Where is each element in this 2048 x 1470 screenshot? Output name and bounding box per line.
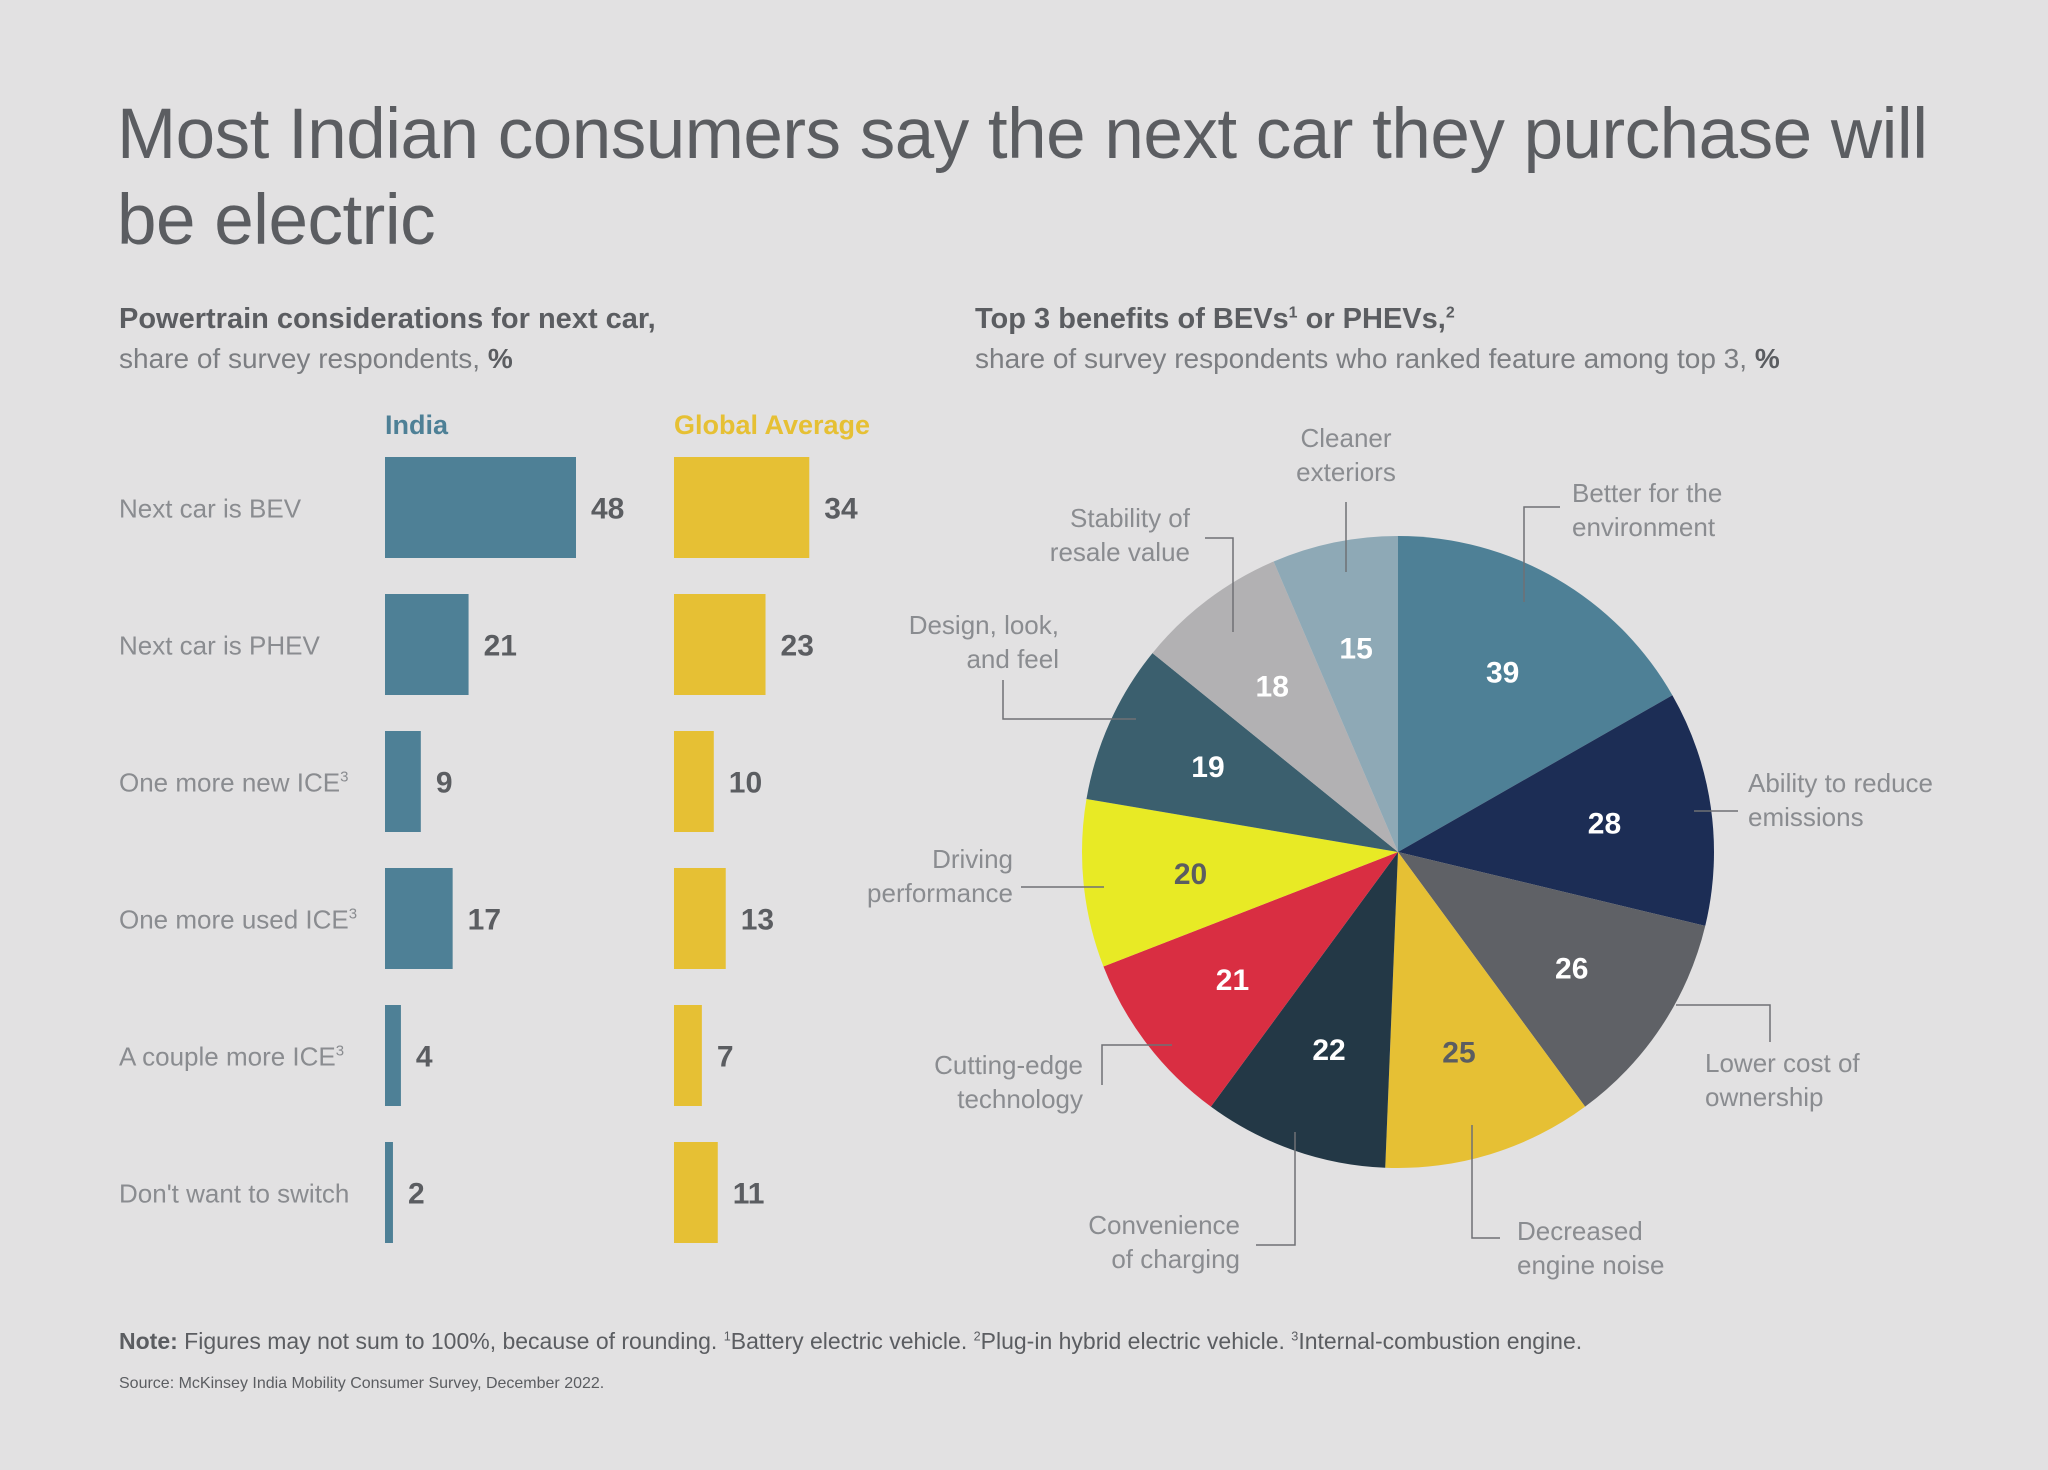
pie-chart-unit: % [1754,343,1780,374]
category-label: Next car is BEV [119,494,302,524]
bar-india [385,1005,401,1106]
bar-india [385,731,421,832]
note-fn3: 3 [1291,1329,1299,1344]
category-label: One more used ICE3 [119,905,357,935]
pie-chart-title: Top 3 benefits of BEVs1 or PHEVs,2 [975,299,1780,339]
pie-title-part-a: Top 3 benefits of BEVs [975,303,1289,335]
footnote: Note: Figures may not sum to 100%, becau… [119,1328,1582,1355]
pie-category-label: Decreased engine noise [1517,1216,1664,1280]
bar-value-label: 2 [408,1178,425,1211]
bar-chart-unit: % [487,343,513,374]
bar-india [385,594,469,695]
pie-chart-subtitle: share of survey respondents who ranked f… [975,339,1780,379]
pie-category-label: Cleaner exteriors [1296,423,1396,487]
pie-category-label: Ability to reduce emissions [1748,768,1933,832]
pie-category-label: Design, look, and feel [909,610,1059,674]
bar-global-average [674,868,726,969]
pie-slice [1398,852,1706,1107]
bar-chart-subtitle: share of survey respondents, % [119,339,656,379]
note-fn3-text: Internal-combustion engine. [1298,1328,1583,1354]
note-text: Figures may not sum to 100%, because of … [177,1328,724,1354]
leader-line [1256,1132,1296,1246]
pie-chart-heading: Top 3 benefits of BEVs1 or PHEVs,2 share… [975,299,1780,379]
pie-title-footnote-1: 1 [1288,304,1298,322]
pie-value-label: 18 [1256,671,1289,704]
pie-slice [1398,695,1714,926]
pie-slice [1152,561,1398,852]
bar-global-average [674,457,810,558]
category-label: Don't want to switch [119,1179,349,1209]
note-fn2-text: Plug-in hybrid electric vehicle. [980,1328,1292,1354]
pie-title-part-b: or PHEVs, [1297,303,1446,335]
bar-value-label: 17 [468,904,501,937]
bar-value-label: 48 [591,493,624,526]
note-fn1: 1 [723,1329,731,1344]
pie-value-label: 15 [1339,633,1372,666]
pie-value-label: 26 [1555,952,1588,985]
legend-india: India [385,410,449,440]
pie-slice [1082,798,1398,967]
pie-slice [1103,852,1398,1107]
chart-title: Most Indian consumers say the next car t… [117,95,1928,260]
bar-global-average [674,1005,702,1106]
pie-title-footnote-2: 2 [1445,304,1455,322]
bar-value-label: 9 [436,767,453,800]
bar-value-label: 21 [484,630,517,663]
leader-line [1471,1125,1500,1239]
bar-global-average [674,731,714,832]
bar-chart-title: Powertrain considerations for next car, [119,303,656,335]
bar-global-average [674,1142,718,1243]
leader-line [1002,680,1136,720]
pie-slice [1086,653,1398,852]
note-fn1-text: Battery electric vehicle. [730,1328,974,1354]
pie-value-label: 22 [1312,1034,1345,1067]
pie-value-label: 28 [1588,808,1621,841]
bar-value-label: 23 [781,630,814,663]
note-fn2: 2 [973,1329,981,1344]
pie-category-label: Stability of resale value [1050,503,1191,567]
pie-category-label: Driving performance [867,844,1013,908]
legend-global-average: Global Average [674,410,871,440]
bar-chart-subtitle-text: share of survey respondents, [119,343,481,374]
pie-value-label: 39 [1486,657,1519,690]
pie-category-label: Convenience of charging [1088,1210,1240,1274]
pie-chart-subtitle-text: share of survey respondents who ranked f… [975,343,1748,374]
pie-value-label: 19 [1191,751,1224,784]
bar-india [385,868,453,969]
bar-value-label: 7 [717,1041,734,1074]
category-label: A couple more ICE3 [119,1042,344,1072]
bar-india [385,1142,393,1243]
pie-slice [1385,852,1586,1168]
leader-line [1523,506,1560,602]
leader-line [1101,1044,1172,1085]
pie-category-label: Better for the environment [1572,478,1722,542]
category-label: Next car is PHEV [119,631,320,661]
category-label: One more new ICE3 [119,768,348,798]
bar-chart-heading: Powertrain considerations for next car, … [119,299,656,379]
pie-slice [1210,852,1398,1168]
bar-value-label: 10 [729,767,762,800]
pie-slice [1273,536,1398,852]
note-label: Note: [119,1328,178,1354]
pie-value-label: 21 [1216,964,1249,997]
bar-value-label: 4 [416,1041,433,1074]
source-note: Source: McKinsey India Mobility Consumer… [119,1375,605,1392]
bar-global-average [674,594,766,695]
pie-value-label: 20 [1174,858,1207,891]
leader-line [1205,537,1234,632]
pie-category-label: Lower cost of ownership [1705,1048,1860,1112]
bar-value-label: 11 [733,1178,765,1211]
leader-line [1676,1004,1771,1042]
bar-india [385,457,576,558]
pie-slice [1398,536,1673,852]
bar-value-label: 34 [824,493,858,526]
pie-category-label: Cutting-edge technology [934,1050,1083,1114]
bar-value-label: 13 [741,904,774,937]
pie-value-label: 25 [1442,1036,1475,1069]
